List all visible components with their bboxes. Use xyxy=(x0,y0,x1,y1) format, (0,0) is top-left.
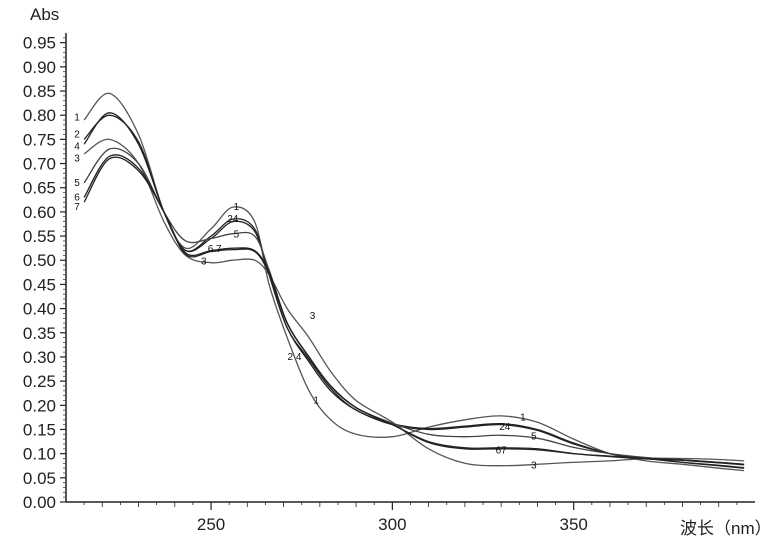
y-tick-label: 0.90 xyxy=(23,58,56,77)
curve-label: 67 xyxy=(496,445,508,456)
y-tick-label: 0.70 xyxy=(23,155,56,174)
curve-label: 24 xyxy=(227,214,239,225)
y-tick-label: 0.05 xyxy=(23,469,56,488)
curve-label: 3 xyxy=(531,461,537,472)
y-ticks: 0.00 0.05 0.10 0.15 0.20 0.25 0.30 0.35 0.40 0.45… xyxy=(23,34,66,512)
curve-label: 5 xyxy=(531,432,537,443)
curve-label: 3 xyxy=(310,311,316,322)
x-tick-label: 350 xyxy=(559,515,587,534)
series-line-6 xyxy=(84,155,744,464)
series-line-4 xyxy=(84,113,744,468)
series-line-7 xyxy=(84,157,744,465)
y-tick-label: 0.85 xyxy=(23,82,56,101)
x-tick-label: 300 xyxy=(378,515,406,534)
y-axis-title: Abs xyxy=(30,5,59,24)
curve-label: 5 xyxy=(234,230,240,241)
label-layer: 124356712456 7332 411245673 xyxy=(74,113,537,472)
y-tick-label: 0.40 xyxy=(23,300,56,319)
curve-label: 7 xyxy=(74,202,80,213)
curve-label: 5 xyxy=(74,178,80,189)
y-tick-label: 0.20 xyxy=(23,396,56,415)
x-ticks: 250 300 350 xyxy=(84,502,737,534)
series-line-2 xyxy=(84,115,744,468)
curve-label: 1 xyxy=(520,412,526,423)
y-tick-label: 0.60 xyxy=(23,203,56,222)
y-tick-label: 0.15 xyxy=(23,420,56,439)
y-tick-label: 0.75 xyxy=(23,130,56,149)
curve-label: 1 xyxy=(313,395,319,406)
series-line-5 xyxy=(84,148,744,464)
y-tick-label: 0.65 xyxy=(23,179,56,198)
y-tick-label: 0.95 xyxy=(23,34,56,53)
curve-label: 6 7 xyxy=(208,244,222,255)
y-tick-label: 0.45 xyxy=(23,275,56,294)
curve-label: 2 xyxy=(74,130,80,141)
curve-label: 3 xyxy=(74,154,80,165)
x-tick-label: 250 xyxy=(197,515,225,534)
curve-label: 2 4 xyxy=(288,352,302,363)
y-tick-label: 0.25 xyxy=(23,372,56,391)
curve-label: 1 xyxy=(234,202,240,213)
curve-label: 4 xyxy=(74,142,80,153)
y-tick-label: 0.50 xyxy=(23,251,56,270)
y-tick-label: 0.30 xyxy=(23,348,56,367)
x-axis-title: 波长（nm） xyxy=(680,519,772,538)
curve-label: 3 xyxy=(201,257,207,268)
y-tick-label: 0.35 xyxy=(23,324,56,343)
curve-label: 1 xyxy=(74,113,80,124)
series-layer xyxy=(84,93,744,470)
y-tick-label: 0.00 xyxy=(23,493,56,512)
series-line-1 xyxy=(84,93,744,470)
y-tick-label: 0.80 xyxy=(23,106,56,125)
curve-label: 24 xyxy=(499,422,511,433)
y-tick-label: 0.10 xyxy=(23,445,56,464)
y-tick-label: 0.55 xyxy=(23,227,56,246)
series-line-3 xyxy=(84,139,744,465)
